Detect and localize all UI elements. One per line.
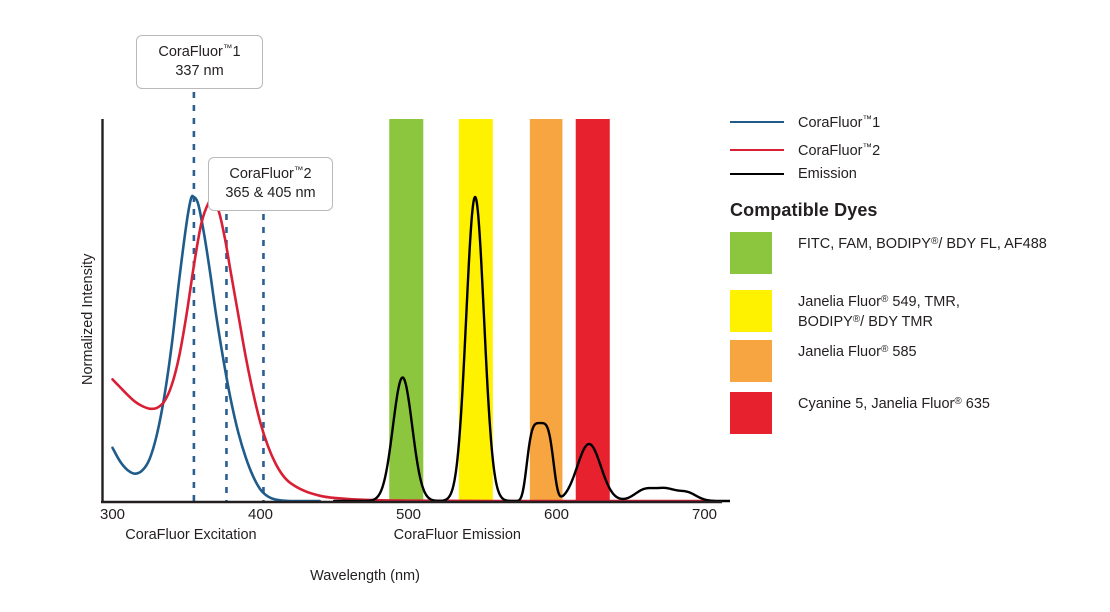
x-tick-600: 600 [543, 506, 570, 523]
series-cora2-label: CoraFluor™2 [798, 141, 881, 159]
cora1-callout-line1: CoraFluor™1 [158, 43, 241, 60]
registered-icon: ® [930, 236, 939, 247]
series-cora1-label: CoraFluor™1 [798, 113, 881, 131]
x-tick-700: 700 [691, 506, 718, 523]
orange-band [529, 119, 563, 501]
series-emission-label: Emission [798, 166, 857, 182]
registered-icon: ® [954, 396, 962, 407]
series-cora2-line-swatch [730, 149, 784, 151]
compatible-dyes-heading: Compatible Dyes [730, 200, 878, 220]
x-axis-title: Wavelength (nm) [310, 568, 420, 584]
green-band [389, 119, 424, 501]
spectra-curves-group [111, 194, 730, 503]
dye-label-line: Cyanine 5, Janelia Fluor® 635 [798, 396, 990, 412]
dye-label-line: FITC, FAM, BODIPY®/ BDY FL, AF488 [798, 236, 1047, 252]
dye-green-swatch [730, 232, 772, 274]
dye-green-label: FITC, FAM, BODIPY®/ BDY FL, AF488 [798, 232, 1047, 254]
curve-emission [332, 195, 730, 503]
dye-label-line: BODIPY®/ BDY TMR [798, 314, 933, 331]
dye-red-label: Cyanine 5, Janelia Fluor® 635 [798, 392, 990, 414]
red-band [575, 119, 610, 501]
dye-label-line: Janelia Fluor® 549, TMR, [798, 294, 960, 310]
dye-orange-label: Janelia Fluor® 585 [798, 340, 917, 362]
x-tick-400: 400 [247, 506, 274, 523]
registered-icon: ® [881, 294, 889, 305]
registered-icon: ® [852, 314, 861, 326]
x-tick-300: 300 [99, 506, 126, 523]
emission-bands-group [389, 119, 610, 501]
x-tick-500: 500 [395, 506, 422, 523]
series-emission-line-swatch [730, 172, 784, 176]
cora2-callout-line2: 365 & 405 nm [225, 185, 316, 202]
y-axis-title: Normalized Intensity [80, 253, 96, 385]
registered-icon: ® [881, 344, 889, 355]
legend-dye-yellow: Janelia Fluor® 549, TMR, BODIPY®/ BDY TMR [730, 290, 960, 333]
plot-canvas [101, 92, 730, 504]
emission-region-label: CoraFluor Emission [393, 527, 521, 543]
axis-lines-group [101, 119, 722, 504]
dye-red-swatch [730, 392, 772, 434]
excitation-marker-lines-group [192, 92, 265, 501]
dye-label-line: Janelia Fluor® 585 [798, 344, 917, 360]
spectra-chart: 300 400 500 600 700 CoraFluor Excitation Cor… [80, 35, 730, 584]
yellow-band [458, 119, 493, 501]
dye-yellow-label: Janelia Fluor® 549, TMR, BODIPY®/ BDY TMR [798, 290, 960, 333]
cora2-callout: CoraFluor™2 365 & 405 nm [208, 157, 333, 211]
legend-panel: CoraFluor™1 CoraFluor™2 Emission Compatibl… [730, 0, 1110, 612]
cora1-callout: CoraFluor™1 337 nm [136, 35, 263, 89]
trademark-icon: ™ [862, 141, 873, 153]
legend-series-cora2: CoraFluor™2 [730, 140, 880, 160]
trademark-icon: ™ [862, 113, 873, 125]
curve-corafluor2 [111, 198, 706, 503]
excitation-region-label: CoraFluor Excitation [125, 527, 257, 543]
series-cora1-line-swatch [730, 121, 784, 123]
legend-dye-orange: Janelia Fluor® 585 [730, 340, 917, 382]
cora2-callout-line1: CoraFluor™2 [229, 165, 312, 182]
legend-series-cora1: CoraFluor™1 [730, 112, 880, 132]
legend-dye-red: Cyanine 5, Janelia Fluor® 635 [730, 392, 990, 434]
dye-orange-swatch [730, 340, 772, 382]
curve-corafluor1 [111, 194, 321, 503]
cora1-callout-line2: 337 nm [175, 63, 224, 80]
legend-dye-green: FITC, FAM, BODIPY®/ BDY FL, AF488 [730, 232, 1047, 274]
dye-yellow-swatch [730, 290, 772, 332]
legend-series-emission: Emission [730, 164, 857, 184]
